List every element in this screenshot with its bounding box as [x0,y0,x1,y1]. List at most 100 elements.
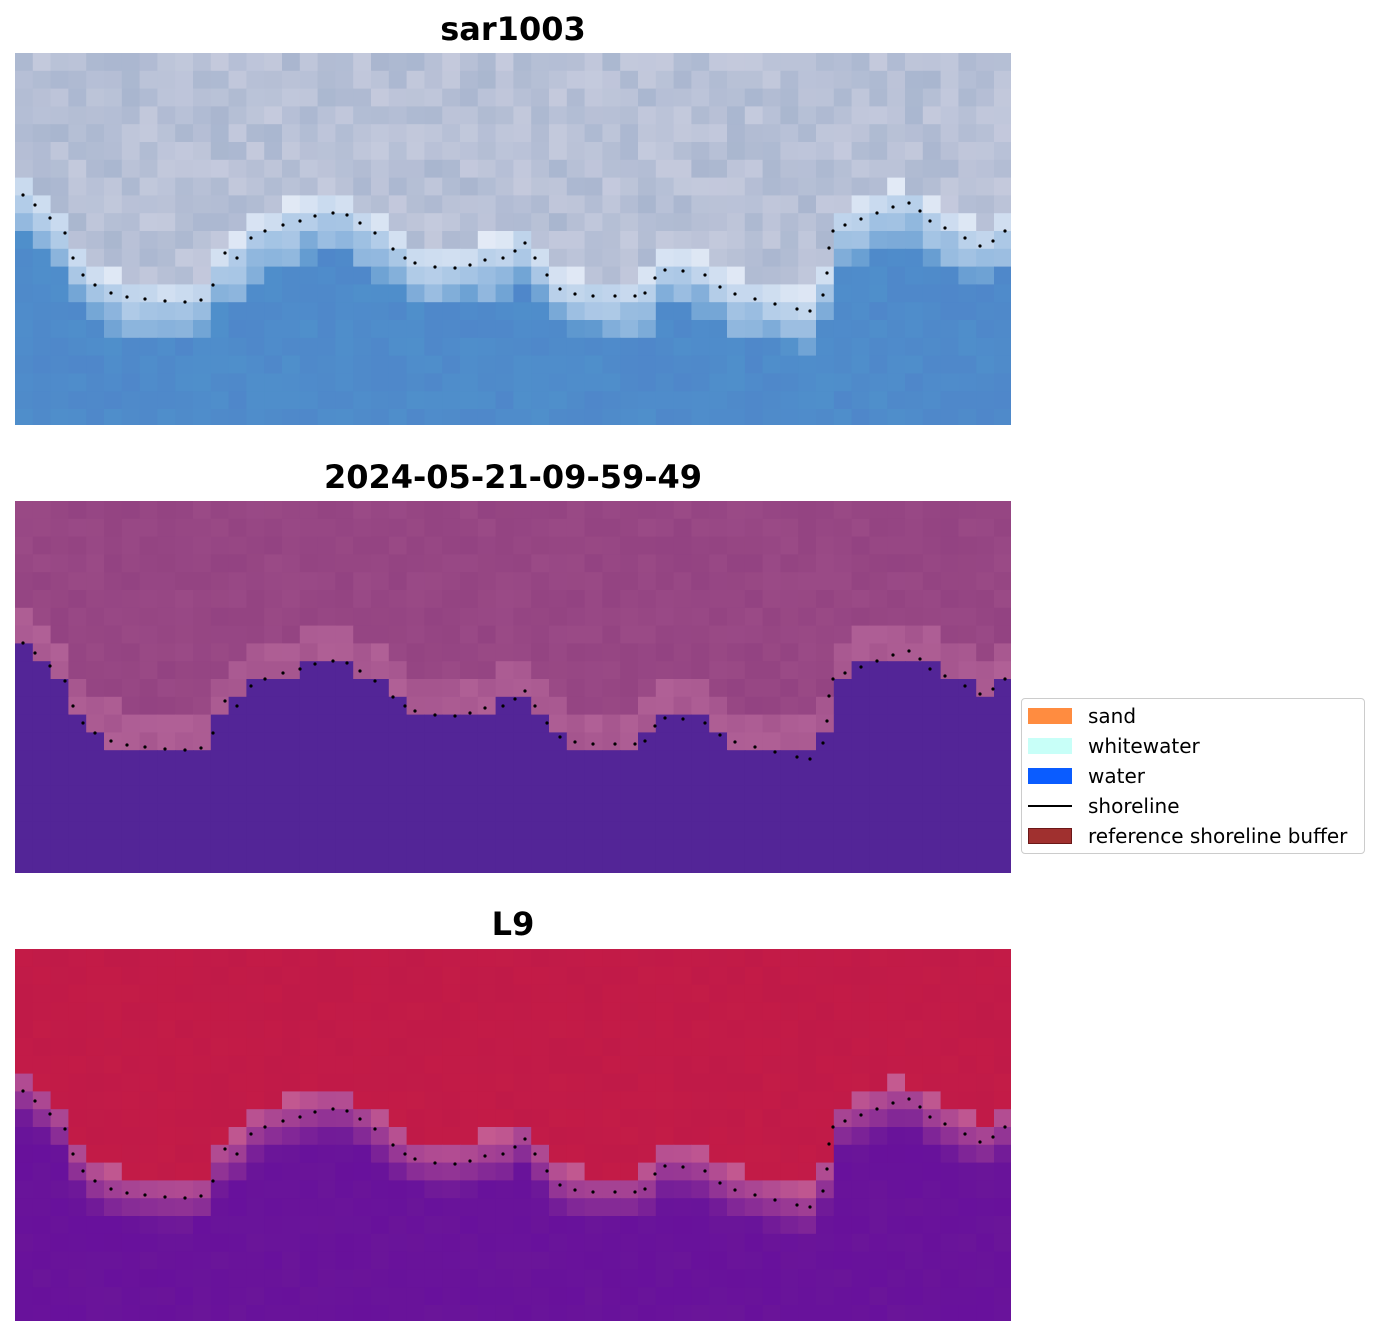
shoreline-point [907,1097,911,1101]
shoreline-point [633,742,637,746]
shoreline-point [827,1142,831,1146]
shoreline-point [313,214,317,218]
shoreline-point [331,659,335,663]
shoreline-point [48,664,52,668]
shoreline-point [403,1152,407,1156]
shoreline-point [573,292,577,296]
shoreline-point [733,740,737,744]
index-image [15,949,1011,1321]
shoreline-point [918,657,922,661]
shoreline-point [808,1205,812,1209]
shoreline-point [943,226,947,230]
shoreline-point [773,750,777,754]
shoreline-point [533,1152,537,1156]
shoreline-point [533,256,537,260]
shoreline-point [125,743,129,747]
shoreline-point [183,1196,187,1200]
shoreline-point [545,273,549,277]
shoreline-point [591,1190,595,1194]
shoreline-point [71,256,75,260]
shoreline-point [345,1109,349,1113]
shoreline-point [391,1143,395,1147]
shoreline-point [81,273,85,277]
shoreline-point [703,721,707,725]
shoreline-point [235,704,239,708]
shoreline-point [907,649,911,653]
legend-label-whitewater: whitewater [1088,734,1200,758]
shoreline-point [21,641,25,645]
shoreline-point [358,221,362,225]
shoreline-point [483,258,487,262]
rgb-image-panel [15,53,1011,425]
shoreline-point [859,217,863,221]
shoreline-point [733,292,737,296]
shoreline-point [345,661,349,665]
panel-title-1: sar1003 [440,10,586,48]
shoreline-point [483,1154,487,1158]
shoreline-point [643,1187,647,1191]
shoreline-point [235,1152,239,1156]
shoreline-point [298,667,302,671]
shoreline-point [918,1105,922,1109]
shoreline-point [963,684,967,688]
shoreline-point [413,1157,417,1161]
shoreline-point [453,1162,457,1166]
legend-label-reference-buffer: reference shoreline buffer [1088,824,1348,848]
shoreline-point [433,713,437,717]
shoreline-point [249,684,253,688]
shoreline-point [875,211,879,215]
shoreline-point [613,294,617,298]
shoreline-point [249,1132,253,1136]
shoreline-point [825,1167,829,1171]
shoreline-point [263,229,267,233]
shoreline-point [199,298,203,302]
shoreline-point [109,739,113,743]
shoreline-point [613,742,617,746]
shoreline-point [453,714,457,718]
shoreline-point [523,689,527,693]
shoreline-point [545,721,549,725]
shoreline-point [143,297,147,301]
shoreline-point [453,266,457,270]
shoreline-point [643,291,647,295]
shoreline-point [163,747,167,751]
shoreline-point [718,285,722,289]
legend-item-sand: sand [1028,704,1136,728]
shoreline-point [358,669,362,673]
shoreline-point [859,1113,863,1117]
legend-item-reference-buffer: reference shoreline buffer [1028,824,1348,848]
shoreline-point [943,674,947,678]
shoreline-point [211,283,215,287]
legend-swatch-reference-buffer [1028,828,1072,844]
shoreline-point [373,1127,377,1131]
shoreline-point [963,236,967,240]
shoreline-point [211,1179,215,1183]
shoreline-point [93,731,97,735]
shoreline-point [591,294,595,298]
shoreline-point [795,755,799,759]
shoreline-point [978,244,982,248]
shoreline-point [891,1101,895,1105]
shoreline-point [223,1147,227,1151]
shoreline-point [753,297,757,301]
shoreline-point [613,1190,617,1194]
shoreline-point [821,1189,825,1193]
shoreline-point [223,699,227,703]
shoreline-point [263,677,267,681]
legend-label-water: water [1088,764,1145,788]
shoreline-point [843,223,847,227]
shoreline-point [928,667,932,671]
shoreline-point [991,239,995,243]
shoreline-point [235,256,239,260]
shoreline-point [703,1169,707,1173]
shoreline-point [663,1164,667,1168]
shoreline-point [773,1198,777,1202]
shoreline-point [891,653,895,657]
shoreline-point [183,300,187,304]
shoreline-point [358,1117,362,1121]
shoreline-point [501,704,505,708]
shoreline-point [298,219,302,223]
shoreline-point [991,1135,995,1139]
shoreline-point [81,1169,85,1173]
shoreline-point [313,1110,317,1114]
